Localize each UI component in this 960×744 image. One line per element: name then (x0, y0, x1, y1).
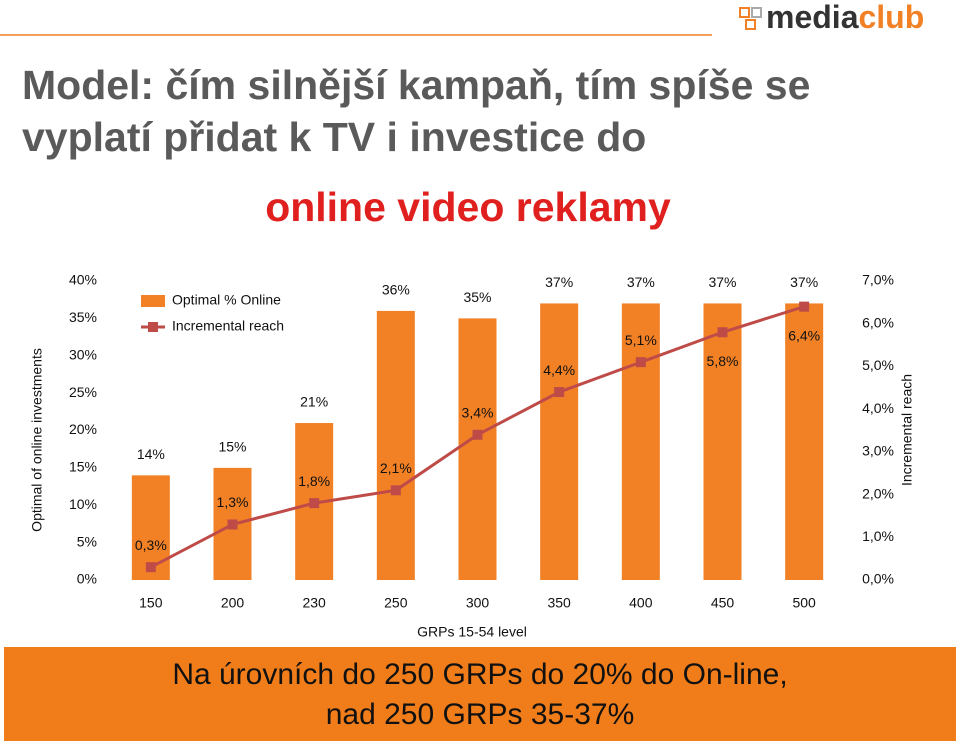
bar-value-label: 14% (137, 446, 165, 462)
line-value-label: 6,4% (788, 327, 820, 343)
title-highlight: online video reklamy (265, 184, 671, 230)
y-tick-label: 40% (69, 272, 97, 288)
x-tick-label: 500 (792, 595, 816, 611)
x-tick-label: 230 (302, 595, 326, 611)
title-line: Model: čím silnější kampaň, tím spíše se (22, 62, 810, 108)
legend-label: Optimal % Online (172, 292, 281, 308)
logo-part: club (858, 0, 924, 35)
y-tick-label: 35% (69, 309, 97, 325)
bar-value-label: 37% (545, 274, 573, 290)
y-tick-label: 10% (69, 496, 97, 512)
footer-line: Na úrovních do 250 GRPs do 20% do On-lin… (172, 658, 787, 691)
y2-tick-label: 0,0% (862, 571, 894, 587)
line-marker (717, 327, 728, 338)
line-value-label: 2,1% (380, 460, 412, 476)
bar-value-label: 37% (627, 274, 655, 290)
x-tick-label: 450 (711, 595, 735, 611)
x-tick-label: 200 (221, 595, 245, 611)
line-value-label: 0,3% (135, 537, 167, 553)
bar (785, 303, 824, 580)
y2-tick-label: 6,0% (862, 314, 894, 330)
y2-tick-label: 1,0% (862, 528, 894, 544)
x-axis-label: GRPs 15-54 level (417, 624, 527, 640)
line-marker (554, 387, 565, 398)
legend-label: Incremental reach (172, 318, 284, 334)
bar-value-label: 15% (218, 439, 246, 455)
line-marker (390, 485, 401, 496)
y-tick-label: 5% (77, 533, 97, 549)
y-tick-label: 25% (69, 384, 97, 400)
y-tick-label: 30% (69, 346, 97, 362)
bar-value-label: 37% (708, 274, 736, 290)
line-value-label: 3,4% (462, 404, 494, 420)
line-marker (145, 562, 156, 573)
logo-part: media (766, 0, 859, 35)
logo-icon (745, 19, 756, 30)
legend-swatch (148, 322, 158, 332)
x-tick-label: 300 (466, 595, 490, 611)
line-marker (472, 429, 483, 440)
bar-value-label: 21% (300, 394, 328, 410)
line-value-label: 4,4% (543, 362, 575, 378)
footer-banner (4, 647, 956, 741)
y2-tick-label: 5,0% (862, 357, 894, 373)
y2-tick-label: 2,0% (862, 485, 894, 501)
legend-swatch (141, 295, 165, 307)
line-marker (227, 519, 238, 530)
title-line: vyplatí přidat k TV i investice do (22, 114, 646, 160)
bar (458, 318, 497, 580)
footer-line: nad 250 GRPs 35-37% (326, 698, 635, 731)
y2-axis-label: Incremental reach (899, 374, 915, 486)
line-value-label: 1,3% (217, 494, 249, 510)
logo-icon (751, 7, 762, 18)
logo: mediaclub (739, 0, 924, 35)
bar (621, 303, 660, 580)
bar-value-label: 37% (790, 274, 818, 290)
y-tick-label: 15% (69, 459, 97, 475)
line-marker (309, 498, 320, 509)
y2-tick-label: 3,0% (862, 443, 894, 459)
bar-value-label: 36% (382, 282, 410, 298)
logo-icon (739, 7, 750, 18)
x-tick-label: 350 (547, 595, 571, 611)
y2-tick-label: 7,0% (862, 272, 894, 288)
y-tick-label: 20% (69, 421, 97, 437)
logo-text: mediaclub (766, 0, 924, 35)
y-tick-label: 0% (77, 571, 97, 587)
bar (540, 303, 579, 580)
y-axis-label: Optimal of online investments (29, 348, 45, 532)
bar (376, 310, 415, 580)
bar (703, 303, 742, 580)
line-marker (799, 301, 810, 312)
line-marker (635, 357, 646, 368)
line-value-label: 5,8% (707, 353, 739, 369)
y2-tick-label: 4,0% (862, 400, 894, 416)
line-value-label: 1,8% (298, 473, 330, 489)
x-tick-label: 250 (384, 595, 408, 611)
x-tick-label: 150 (139, 595, 163, 611)
x-tick-label: 400 (629, 595, 653, 611)
line-value-label: 5,1% (625, 332, 657, 348)
bar-value-label: 35% (463, 289, 491, 305)
